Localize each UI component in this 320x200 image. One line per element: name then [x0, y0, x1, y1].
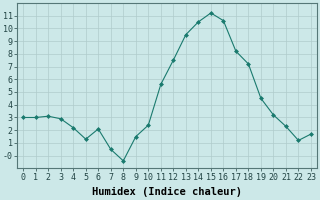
X-axis label: Humidex (Indice chaleur): Humidex (Indice chaleur)	[92, 187, 242, 197]
